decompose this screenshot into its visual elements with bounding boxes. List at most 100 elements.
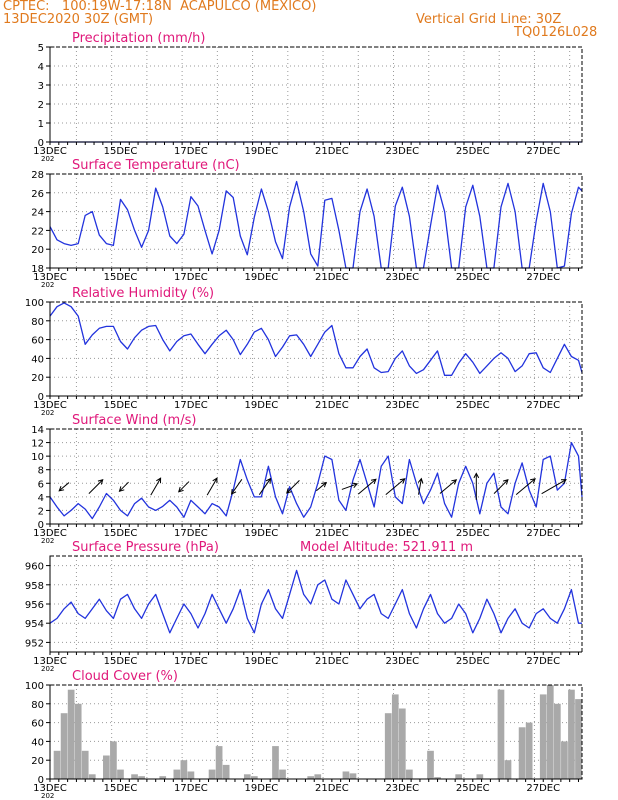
wind-arrow-head [156, 477, 162, 484]
y-tick-label: 40 [31, 354, 44, 365]
wind-arrow [515, 478, 536, 496]
cloud-bar [81, 750, 89, 779]
x-tick-label: 15DEC [104, 146, 138, 157]
x-tick-label: 27DEC [526, 783, 560, 794]
x-tick-label: 25DEC [456, 528, 490, 539]
wind-arrow-head [502, 479, 509, 485]
cloud-bar [553, 703, 561, 779]
x-year-label-clipped: 202 [41, 537, 54, 545]
cloud-bar [60, 713, 68, 779]
y-tick-label: 60 [31, 719, 44, 730]
x-tick-label: 21DEC [315, 656, 349, 667]
cloud-bar [568, 689, 575, 779]
cloud-bar [307, 776, 315, 779]
y-tick-label: 4 [38, 493, 44, 504]
y-tick-label: 954 [25, 619, 44, 630]
y-tick-label: 80 [31, 700, 44, 711]
wind-arrow-head [178, 486, 184, 493]
wind-arrow [286, 479, 300, 494]
x-year-label-clipped: 202 [41, 281, 54, 289]
x-tick-label: 15DEC [104, 528, 138, 539]
wind-arrow-head [560, 479, 567, 485]
wind-arrow-head [118, 486, 125, 492]
panel-title: Precipitation (mm/h) [72, 31, 205, 46]
x-tick-label: 27DEC [526, 272, 560, 283]
x-tick-label: 17DEC [174, 783, 208, 794]
x-tick-label: 15DEC [104, 783, 138, 794]
cloud-bar [497, 689, 505, 779]
wind-arrow [341, 483, 358, 490]
wind-arrow-head [321, 481, 327, 488]
x-tick-label: 23DEC [385, 272, 419, 283]
header-date: 13DEC2020 30Z (GMT) [3, 12, 154, 27]
wind-arrow [541, 479, 567, 495]
header-run-code: TQ0126L028 [514, 25, 598, 40]
x-tick-label: 13DEC [33, 783, 67, 794]
y-tick-label: 3 [38, 81, 44, 92]
y-tick-label: 0 [38, 775, 44, 786]
x-tick-label: 15DEC [104, 400, 138, 411]
cloud-bar [173, 769, 181, 779]
x-tick-label: 13DEC [33, 146, 67, 157]
wind-arrow [119, 481, 129, 492]
wind-arrow-head [352, 482, 359, 488]
x-year-label-clipped: 202 [41, 155, 54, 163]
y-tick-label: 20 [31, 756, 44, 767]
wind-arrow [178, 481, 190, 493]
x-tick-label: 13DEC [33, 400, 67, 411]
y-tick-label: 4 [38, 62, 44, 73]
panel-frame [49, 428, 583, 525]
cloud-bar [53, 750, 61, 779]
y-tick-label: 26 [31, 189, 44, 200]
wind-arrow [206, 477, 218, 496]
x-tick-label: 23DEC [385, 528, 419, 539]
cloud-bar [406, 769, 413, 779]
cloud-bar [131, 774, 138, 779]
x-tick-label: 25DEC [456, 272, 490, 283]
x-tick-label: 25DEC [456, 400, 490, 411]
wind-arrow [357, 478, 377, 495]
y-tick-label: 958 [25, 581, 44, 592]
cloud-bar [272, 746, 279, 779]
x-tick-label: 19DEC [245, 146, 279, 157]
y-tick-label: 0 [38, 392, 44, 403]
y-tick-label: 22 [31, 226, 44, 237]
x-tick-label: 15DEC [104, 272, 138, 283]
y-tick-label: 956 [25, 600, 44, 611]
wind-arrow-head [417, 477, 424, 484]
y-tick-label: 0 [38, 138, 44, 149]
y-tick-label: 952 [25, 638, 44, 649]
cloud-bar [110, 741, 117, 779]
x-tick-label: 13DEC [33, 272, 67, 283]
y-tick-label: 2 [38, 100, 44, 111]
wind-arrow [88, 479, 104, 494]
wind-arrow-head [286, 488, 292, 494]
cloud-bar [74, 703, 82, 779]
cloud-bar [279, 769, 286, 779]
y-tick-label: 2 [38, 506, 44, 517]
x-tick-label: 15DEC [104, 656, 138, 667]
cloud-bar [222, 764, 230, 779]
cloud-bar [427, 750, 434, 779]
panel-title: Relative Humidity (%) [72, 286, 214, 301]
header-station: CPTEC: 100:19W-17:18N ACAPULCO (MEXICO) [3, 0, 317, 14]
series-line [49, 441, 583, 520]
series-line [49, 180, 583, 269]
wind-arrow-head [230, 488, 237, 495]
x-tick-label: 23DEC [385, 656, 419, 667]
panel-title: Surface Wind (m/s) [72, 413, 196, 428]
wind-arrow-head [473, 472, 480, 479]
wind-arrow [418, 478, 422, 495]
cloud-bar [208, 769, 216, 779]
y-tick-label: 20 [31, 245, 44, 256]
series-line [49, 569, 582, 634]
x-tick-label: 27DEC [526, 400, 560, 411]
cloud-bar [243, 774, 251, 779]
wind-arrow [316, 482, 327, 492]
cloud-bar [539, 694, 547, 779]
panel-frame [49, 46, 583, 143]
wind-arrow-head [97, 479, 104, 485]
series-line [49, 302, 583, 376]
y-tick-label: 14 [31, 425, 44, 436]
wind-arrow [150, 477, 162, 496]
